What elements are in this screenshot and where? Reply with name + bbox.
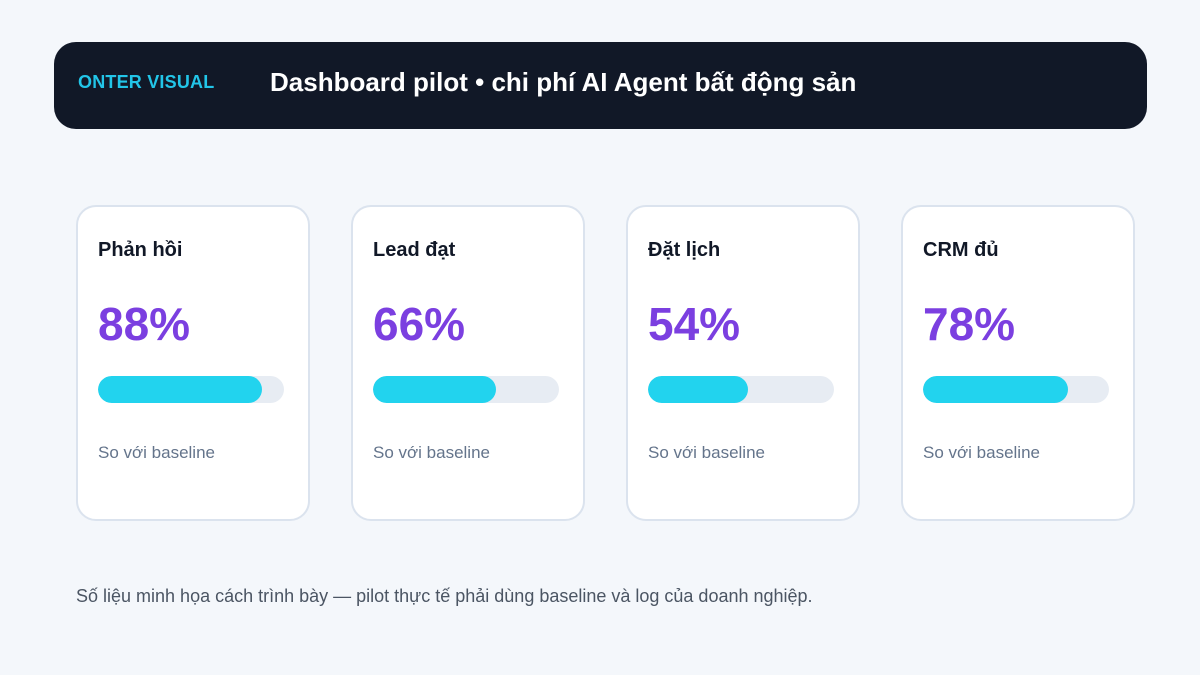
metric-note: So với baseline <box>373 443 490 462</box>
metric-card-dat-lich: Đặt lịch 54% So với baseline <box>626 205 860 521</box>
metric-value: 88% <box>98 298 191 350</box>
page-title: Dashboard pilot • chi phí AI Agent bất đ… <box>270 67 857 97</box>
metric-cards: Phản hồi 88% So với baseline Lead đạt 66… <box>76 205 1136 521</box>
header-bar: ONTER VISUAL Dashboard pilot • chi phí A… <box>54 42 1147 129</box>
progress-bar-fill <box>648 376 749 403</box>
progress-bar-fill <box>923 376 1069 403</box>
metric-value: 78% <box>923 298 1016 350</box>
metric-label: Đặt lịch <box>648 239 721 261</box>
progress-bar-track <box>648 376 834 403</box>
metric-card-lead-dat: Lead đạt 66% So với baseline <box>351 205 585 521</box>
progress-bar-track <box>98 376 284 403</box>
metric-note: So với baseline <box>98 443 215 462</box>
metric-value: 54% <box>648 298 741 350</box>
metric-note: So với baseline <box>923 443 1040 462</box>
metric-card-phan-hoi: Phản hồi 88% So với baseline <box>76 205 310 521</box>
metric-card-crm-du: CRM đủ 78% So với baseline <box>901 205 1135 521</box>
metric-value: 66% <box>373 298 466 350</box>
progress-bar-fill <box>373 376 496 403</box>
metric-label: Lead đạt <box>373 239 456 261</box>
metric-label: Phản hồi <box>98 239 183 261</box>
progress-bar-fill <box>98 376 262 403</box>
footnote: Số liệu minh họa cách trình bày — pilot … <box>76 586 813 606</box>
progress-bar-track <box>923 376 1109 403</box>
progress-bar-track <box>373 376 559 403</box>
metric-note: So với baseline <box>648 443 765 462</box>
metric-label: CRM đủ <box>923 239 999 261</box>
brand-logo-text: ONTER VISUAL <box>78 72 215 92</box>
